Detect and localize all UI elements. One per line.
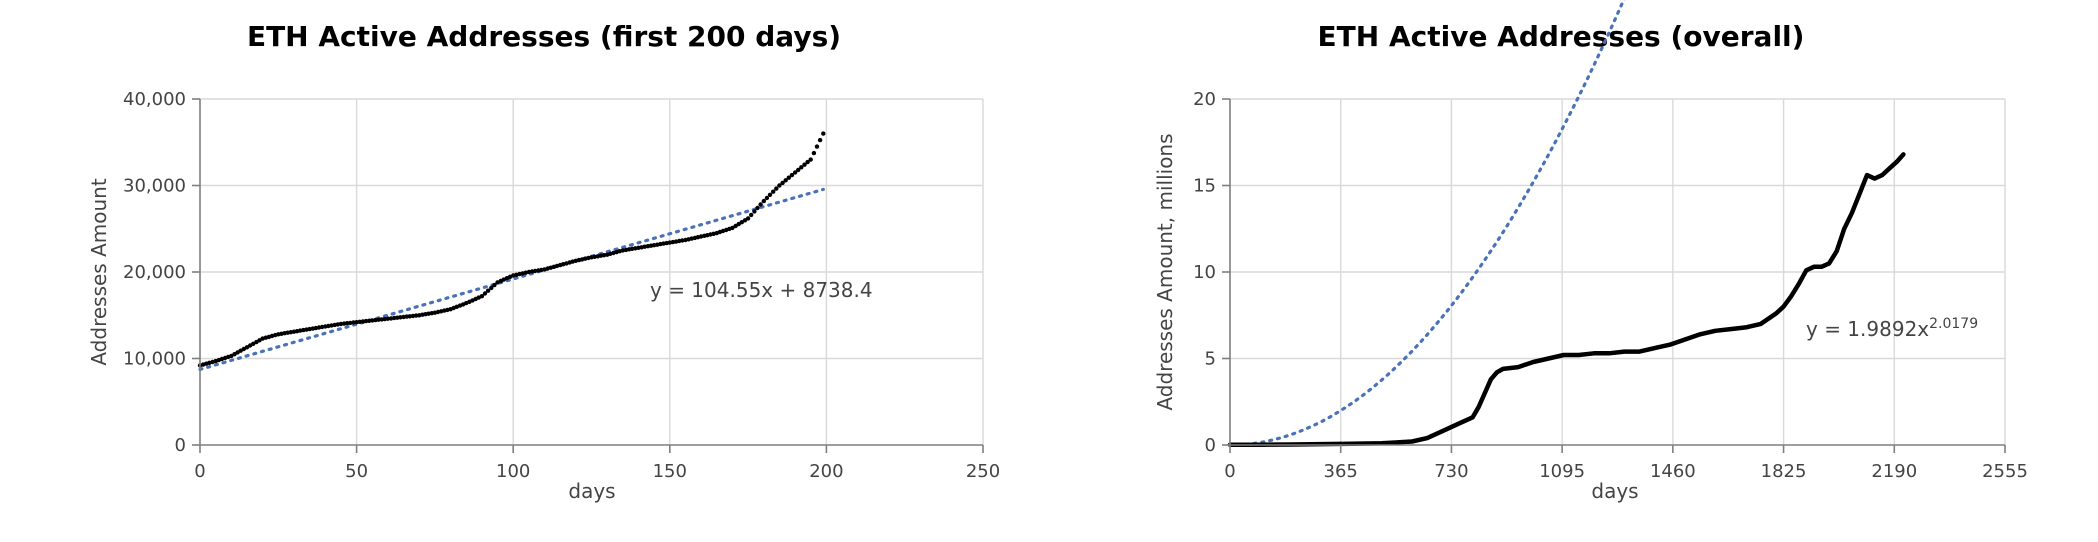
x-axis-label: days bbox=[568, 479, 615, 503]
equation-main: y = 104.55x + 8738.4 bbox=[650, 278, 873, 302]
data-point bbox=[479, 294, 485, 299]
data-point bbox=[407, 314, 412, 319]
data-point bbox=[745, 216, 751, 221]
data-point bbox=[348, 320, 353, 326]
x-tick-label: 150 bbox=[653, 461, 687, 482]
y-tick-label: 10,000 bbox=[123, 349, 186, 370]
data-point bbox=[780, 180, 785, 186]
y-tick-label: 5 bbox=[1205, 349, 1216, 370]
data-point bbox=[814, 144, 820, 149]
data-point bbox=[739, 220, 744, 225]
data-point bbox=[771, 189, 776, 194]
trendline-equation: y = 1.9892x2.0179 bbox=[1806, 316, 1978, 341]
data-point bbox=[811, 150, 817, 156]
data-point bbox=[492, 282, 497, 288]
y-axis-label: Addresses Amount, millions bbox=[1153, 133, 1177, 410]
series-line bbox=[1227, 152, 1906, 448]
data-point bbox=[366, 318, 372, 323]
data-point bbox=[752, 209, 757, 214]
grid bbox=[200, 98, 984, 445]
y-tick-label: 0 bbox=[175, 435, 186, 456]
data-point bbox=[799, 165, 804, 170]
y-tick-label: 30,000 bbox=[123, 176, 186, 197]
data-point bbox=[485, 288, 491, 293]
y-tick-label: 40,000 bbox=[123, 89, 186, 110]
x-tick-label: 0 bbox=[194, 461, 205, 482]
x-tick-label: 2555 bbox=[1982, 461, 2028, 482]
x-tick-label: 2190 bbox=[1871, 461, 1917, 482]
axes: 0 365 730 1095 1460 1825 2190 2555 0 5 10 15 20 bbox=[1193, 89, 2028, 482]
equation-exponent: 2.0179 bbox=[1929, 316, 1978, 332]
data-point bbox=[767, 192, 773, 197]
y-tick-label: 10 bbox=[1193, 262, 1216, 283]
y-tick-label: 20,000 bbox=[123, 262, 186, 283]
chart-title: ETH Active Addresses (overall) bbox=[1318, 20, 1805, 53]
data-series bbox=[197, 131, 826, 368]
grid bbox=[1230, 98, 2006, 445]
data-point bbox=[338, 321, 344, 327]
data-point bbox=[777, 183, 782, 188]
trendline-equation: y = 104.55x + 8738.4 bbox=[650, 278, 873, 302]
data-point bbox=[482, 291, 488, 296]
data-point bbox=[821, 131, 826, 136]
data-point bbox=[755, 205, 760, 211]
data-point bbox=[761, 198, 766, 204]
x-tick-label: 0 bbox=[1224, 461, 1235, 482]
data-point bbox=[376, 317, 381, 322]
x-tick-label: 50 bbox=[345, 461, 368, 482]
equation-main: y = 1.9892x bbox=[1806, 317, 1929, 341]
y-tick-label: 20 bbox=[1193, 89, 1216, 110]
x-tick-label: 1460 bbox=[1650, 461, 1696, 482]
data-point bbox=[357, 319, 362, 324]
data-point bbox=[796, 167, 801, 173]
data-point bbox=[489, 285, 494, 291]
data-point bbox=[817, 137, 823, 143]
trendline bbox=[1228, 0, 1626, 447]
data-point bbox=[786, 175, 791, 180]
chart-first-200-days: ETH Active Addresses (first 200 days) 0 5… bbox=[87, 20, 1000, 503]
x-axis-label: days bbox=[1591, 479, 1638, 503]
data-point bbox=[783, 178, 788, 183]
data-point bbox=[398, 315, 403, 320]
data-point bbox=[802, 162, 807, 167]
x-tick-label: 730 bbox=[1434, 461, 1468, 482]
data-point bbox=[758, 202, 763, 207]
trendline-path bbox=[1228, 0, 1626, 447]
y-tick-label: 0 bbox=[1205, 435, 1216, 456]
data-point bbox=[805, 159, 810, 165]
data-point bbox=[792, 170, 798, 175]
x-tick-label: 1825 bbox=[1761, 461, 1807, 482]
data-point bbox=[764, 195, 770, 201]
data-point bbox=[749, 212, 754, 218]
x-tick-label: 100 bbox=[496, 461, 530, 482]
x-tick-label: 200 bbox=[809, 461, 843, 482]
y-axis-label: Addresses Amount bbox=[87, 178, 111, 365]
data-point bbox=[789, 172, 795, 178]
data-point bbox=[774, 186, 779, 191]
x-tick-label: 1095 bbox=[1539, 461, 1585, 482]
x-tick-label: 365 bbox=[1324, 461, 1358, 482]
y-tick-label: 15 bbox=[1193, 176, 1216, 197]
data-series bbox=[1227, 152, 1906, 448]
data-point bbox=[385, 316, 391, 321]
data-point bbox=[808, 157, 813, 162]
axes: 0 50 100 150 200 250 0 10,000 20,000 30,000 40,000 bbox=[123, 89, 1000, 482]
data-point bbox=[730, 225, 735, 231]
x-tick-label: 250 bbox=[966, 461, 1000, 482]
chart-title: ETH Active Addresses (first 200 days) bbox=[247, 20, 841, 53]
chart-overall: ETH Active Addresses (overall) 0 365 730 10… bbox=[1153, 0, 2028, 503]
